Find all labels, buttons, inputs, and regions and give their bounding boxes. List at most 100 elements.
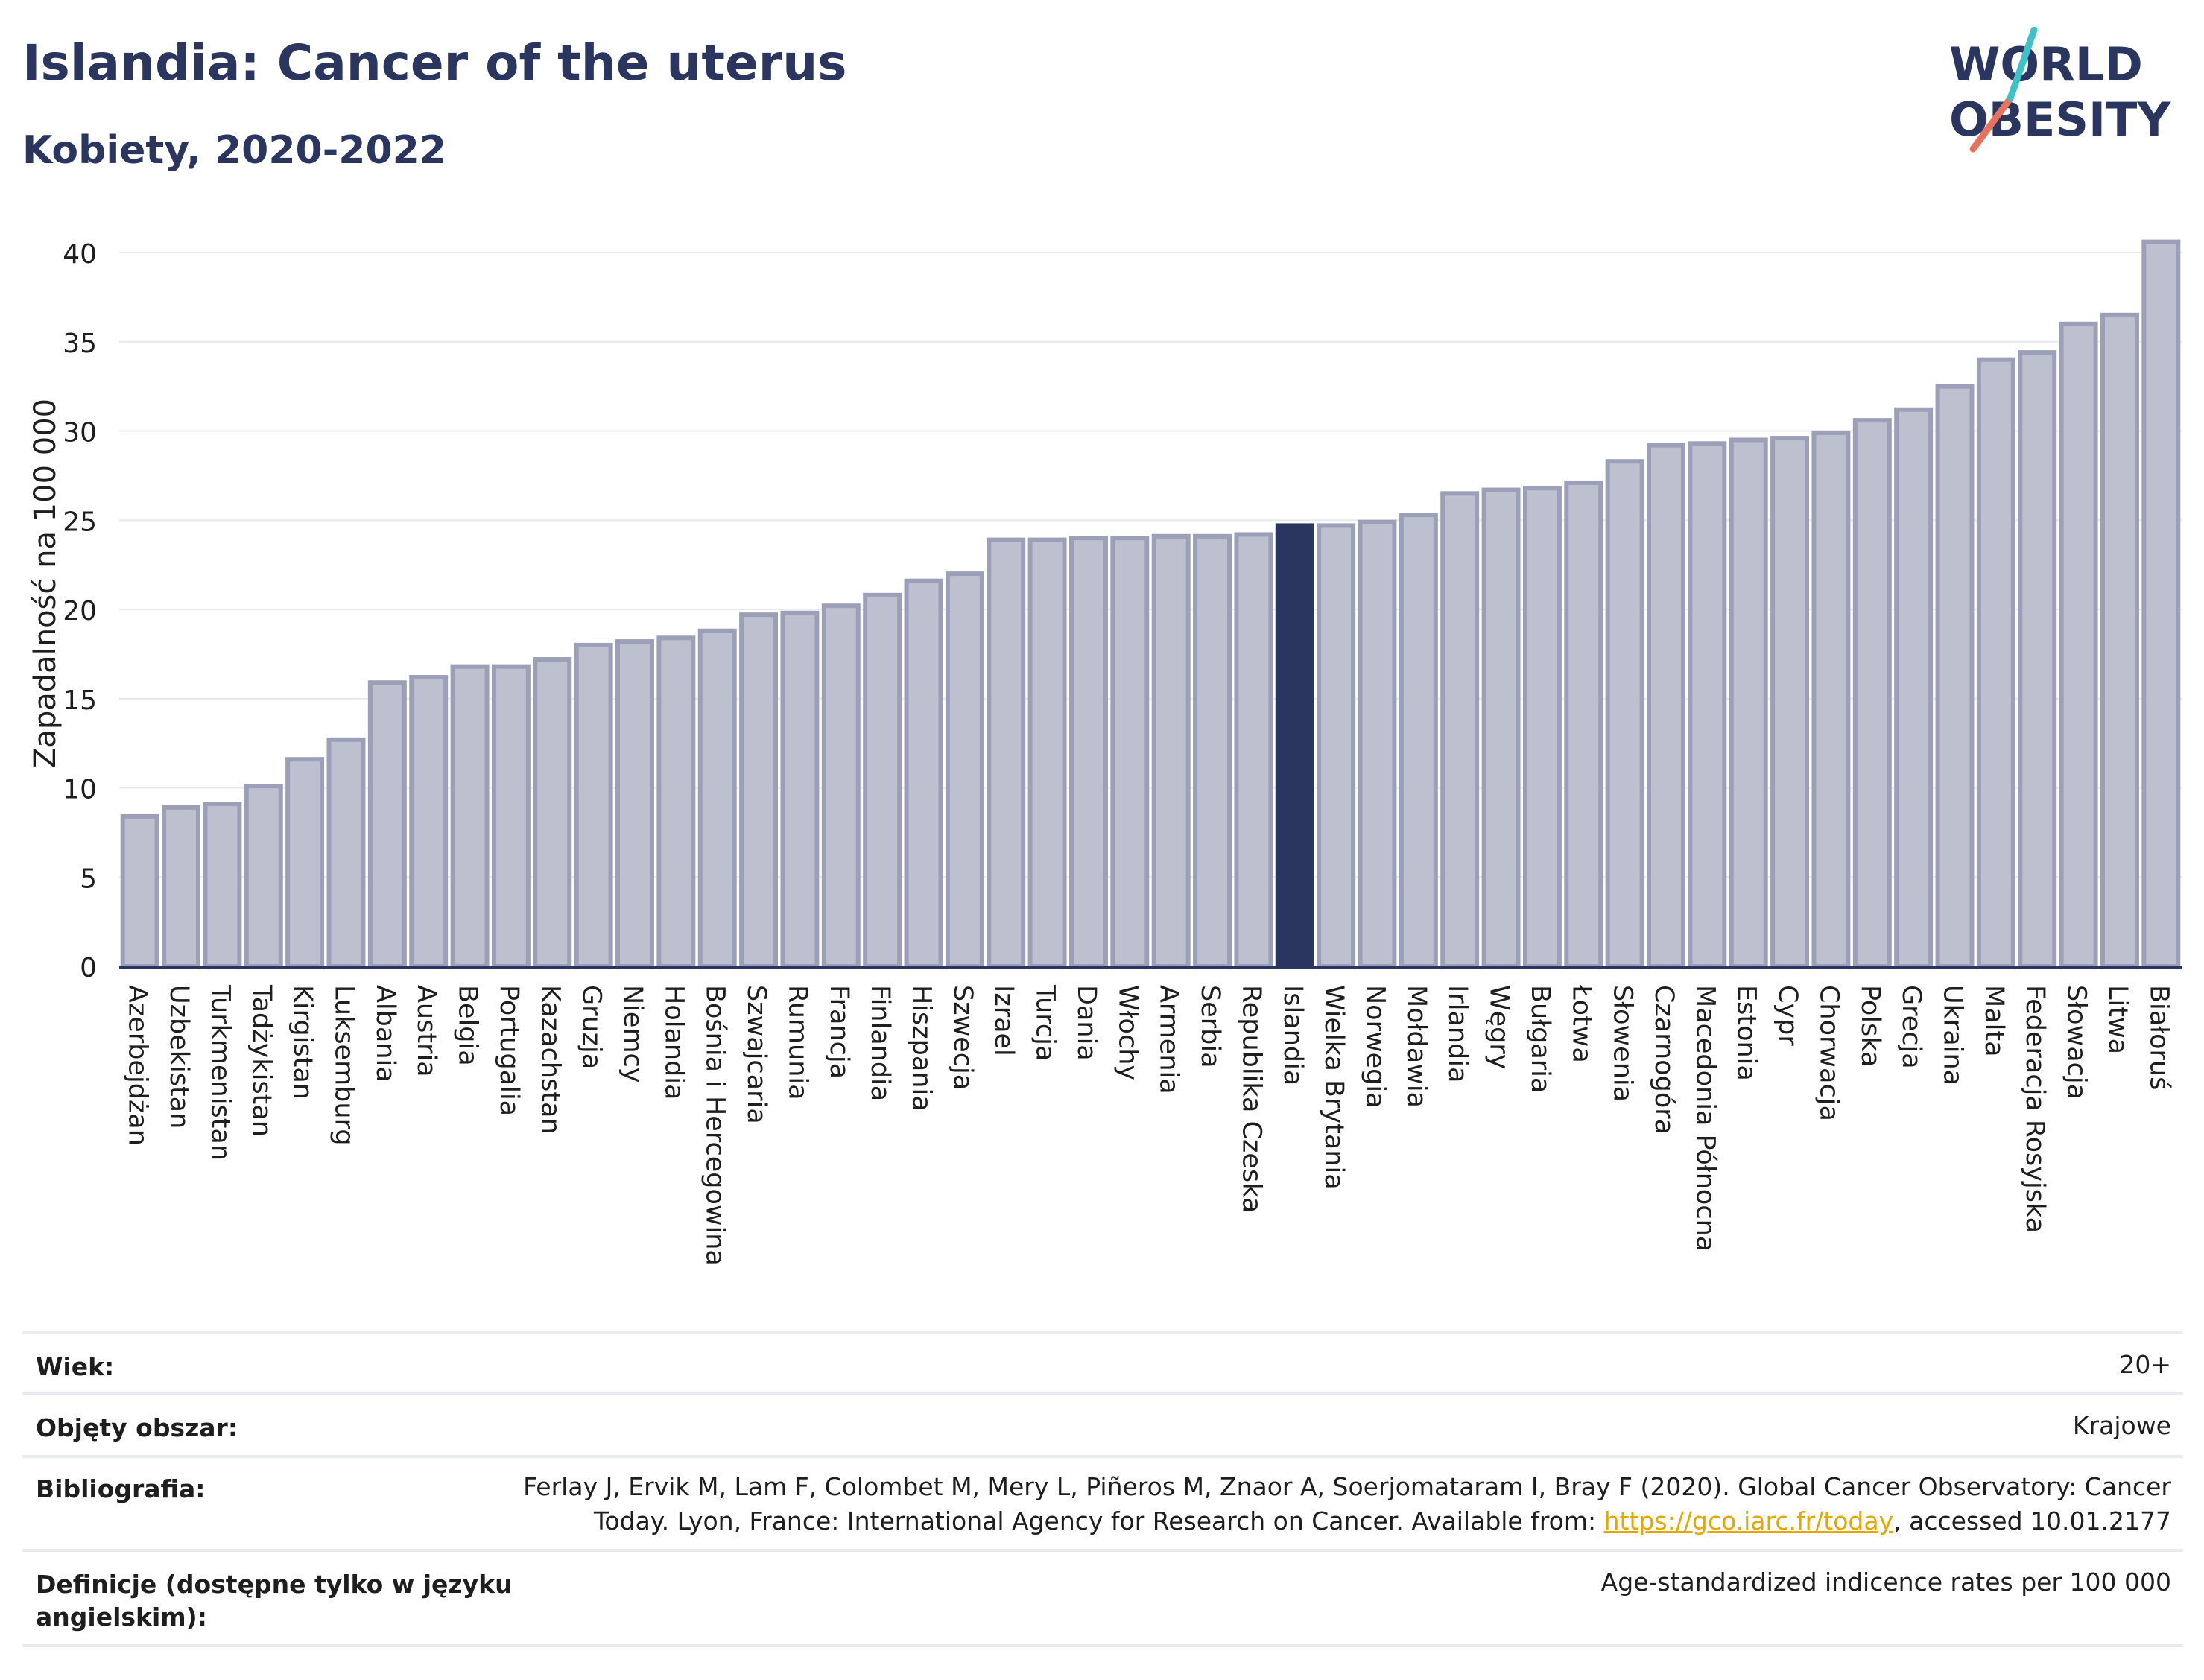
bar-albania xyxy=(367,680,407,969)
y-tick-label: 30 xyxy=(63,418,97,448)
meta-row-area: Objęty obszar: Krajowe xyxy=(22,1392,2183,1455)
bar-portugalia xyxy=(491,664,531,969)
x-tick-label: Portugalia xyxy=(494,985,524,1116)
x-tick-label: Finlandia xyxy=(865,985,895,1101)
x-tick-label: Holandia xyxy=(659,985,688,1100)
bar-finlandia xyxy=(863,592,902,969)
bar-serbia xyxy=(1193,533,1232,969)
meta-def-value: Age-standardized indicence rates per 100… xyxy=(1600,1568,2171,1597)
y-tick-label: 20 xyxy=(63,596,97,627)
y-tick-label: 10 xyxy=(63,775,97,805)
bar-belgia xyxy=(450,664,490,969)
x-tick-label: Bułgaria xyxy=(1525,985,1555,1093)
x-tick-label: Polska xyxy=(1855,985,1885,1067)
bar-hiszpania xyxy=(904,578,943,969)
x-tick-label: Kazachstan xyxy=(535,985,565,1135)
x-tick-label: Wielka Brytania xyxy=(1319,985,1349,1190)
meta-row-bibliography: Bibliografia: Ferlay J, Ervik M, Lam F, … xyxy=(22,1455,2183,1549)
bar-turkmenistan xyxy=(203,802,242,969)
bar-malta xyxy=(1976,357,2015,969)
x-tick-label: Kirgistan xyxy=(288,985,317,1100)
bib-line-1: Ferlay J, Ervik M, Lam F, Colombet M, Me… xyxy=(523,1472,2171,1501)
bar-węgry xyxy=(1481,487,1521,969)
bar-niemcy xyxy=(615,639,654,969)
x-tick-label: Szwajcaria xyxy=(741,985,771,1124)
bar-rumunia xyxy=(780,610,820,969)
def-label-line-1: Definicje (dostępne tylko w języku xyxy=(36,1570,513,1599)
bar-wielka-brytania xyxy=(1317,523,1356,969)
x-tick-label: Luksemburg xyxy=(329,985,358,1146)
x-tick-label: Słowenia xyxy=(1608,985,1638,1102)
y-axis-ticks: 0 5 10 15 20 25 30 35 40 xyxy=(63,239,97,983)
bar-czarnogóra xyxy=(1647,443,1685,969)
bar-ukraina xyxy=(1935,384,1975,969)
x-tick-label: Litwa xyxy=(2103,985,2132,1054)
x-tick-label: Tadżykistan xyxy=(247,984,276,1137)
meta-def-label: Definicje (dostępne tylko w języku angie… xyxy=(36,1568,513,1634)
bar-litwa xyxy=(2100,312,2139,969)
y-tick-label: 35 xyxy=(63,329,97,359)
y-tick-label: 40 xyxy=(63,239,97,270)
x-tick-label: Hiszpania xyxy=(907,985,937,1112)
x-tick-label: Albania xyxy=(370,985,400,1083)
bar-mołdawia xyxy=(1399,513,1438,969)
y-tick-label: 5 xyxy=(80,863,97,894)
x-tick-label: Estonia xyxy=(1732,985,1761,1081)
x-tick-label: Malta xyxy=(1979,985,2009,1057)
bar-włochy xyxy=(1110,536,1150,969)
bar-republika-czeska xyxy=(1234,532,1273,969)
x-tick-label: Izrael xyxy=(989,985,1019,1056)
bar-norwegia xyxy=(1358,519,1397,969)
bib-line-2-suffix: , accessed 10.01.2177 xyxy=(1893,1506,2171,1535)
meta-age-value: 20+ xyxy=(2119,1350,2171,1379)
x-tick-label: Słowacja xyxy=(2062,985,2091,1100)
bib-link[interactable]: https://gco.iarc.fr/today xyxy=(1603,1506,1894,1535)
bar-szwecja xyxy=(945,571,984,969)
x-tick-label: Chorwacja xyxy=(1814,985,1843,1121)
bar-francja xyxy=(821,603,861,969)
bar-estonia xyxy=(1729,437,1768,969)
meta-row-definitions: Definicje (dostępne tylko w języku angie… xyxy=(22,1549,2183,1647)
page-title: Islandia: Cancer of the uterus xyxy=(22,34,847,92)
x-tick-label: Ukraina xyxy=(1938,985,1968,1085)
bar-islandia xyxy=(1275,523,1314,969)
bar-białoruś xyxy=(2141,239,2181,969)
x-tick-label: Grecja xyxy=(1896,985,1926,1069)
bar-azerbejdżan xyxy=(120,814,159,969)
y-tick-label: 15 xyxy=(63,685,97,716)
x-tick-label: Łotwa xyxy=(1566,984,1596,1063)
world-obesity-logo: WORLD OBESITY xyxy=(1949,27,2171,153)
meta-area-label: Objęty obszar: xyxy=(36,1413,238,1442)
x-tick-label: Mołdawia xyxy=(1402,985,1431,1108)
x-tick-label: Cypr xyxy=(1773,985,1802,1046)
x-tick-label: Gruzja xyxy=(577,985,607,1069)
meta-age-label: Wiek: xyxy=(36,1352,115,1381)
bar-uzbekistan xyxy=(162,805,201,969)
chart-bars xyxy=(120,239,2181,969)
bar-kirgistan xyxy=(285,757,325,969)
meta-row-age: Wiek: 20+ xyxy=(22,1331,2183,1392)
bar-holandia xyxy=(656,635,696,969)
bar-cypr xyxy=(1770,436,1810,969)
bar-luksemburg xyxy=(326,737,366,969)
logo-line2: OBESITY xyxy=(1949,92,2171,147)
bar-polska xyxy=(1852,418,1892,969)
y-tick-label: 25 xyxy=(63,507,97,537)
bar-słowenia xyxy=(1605,459,1644,969)
x-tick-label: Białoruś xyxy=(2144,985,2173,1090)
bar-izrael xyxy=(987,537,1026,969)
meta-area-value: Krajowe xyxy=(2072,1411,2171,1440)
x-tick-label: Rumunia xyxy=(782,985,812,1100)
meta-bib-value: Ferlay J, Ervik M, Lam F, Colombet M, Me… xyxy=(523,1470,2171,1538)
bar-macedonia-północna xyxy=(1688,441,1727,969)
x-tick-label: Bośnia i Hercegowina xyxy=(700,985,730,1266)
x-tick-label: Dania xyxy=(1071,985,1101,1061)
bar-słowacja xyxy=(2059,321,2098,969)
x-tick-label: Armenia xyxy=(1154,985,1184,1094)
bar-armenia xyxy=(1151,533,1191,969)
x-tick-label: Węgry xyxy=(1484,985,1514,1069)
y-axis-label: Zapadalność na 100 000 xyxy=(28,399,63,768)
bib-line-2: Today. Lyon, France: International Agenc… xyxy=(523,1504,2171,1538)
metadata-table: Wiek: 20+ Objęty obszar: Krajowe Bibliog… xyxy=(22,1331,2183,1647)
bar-bułgaria xyxy=(1522,486,1562,969)
